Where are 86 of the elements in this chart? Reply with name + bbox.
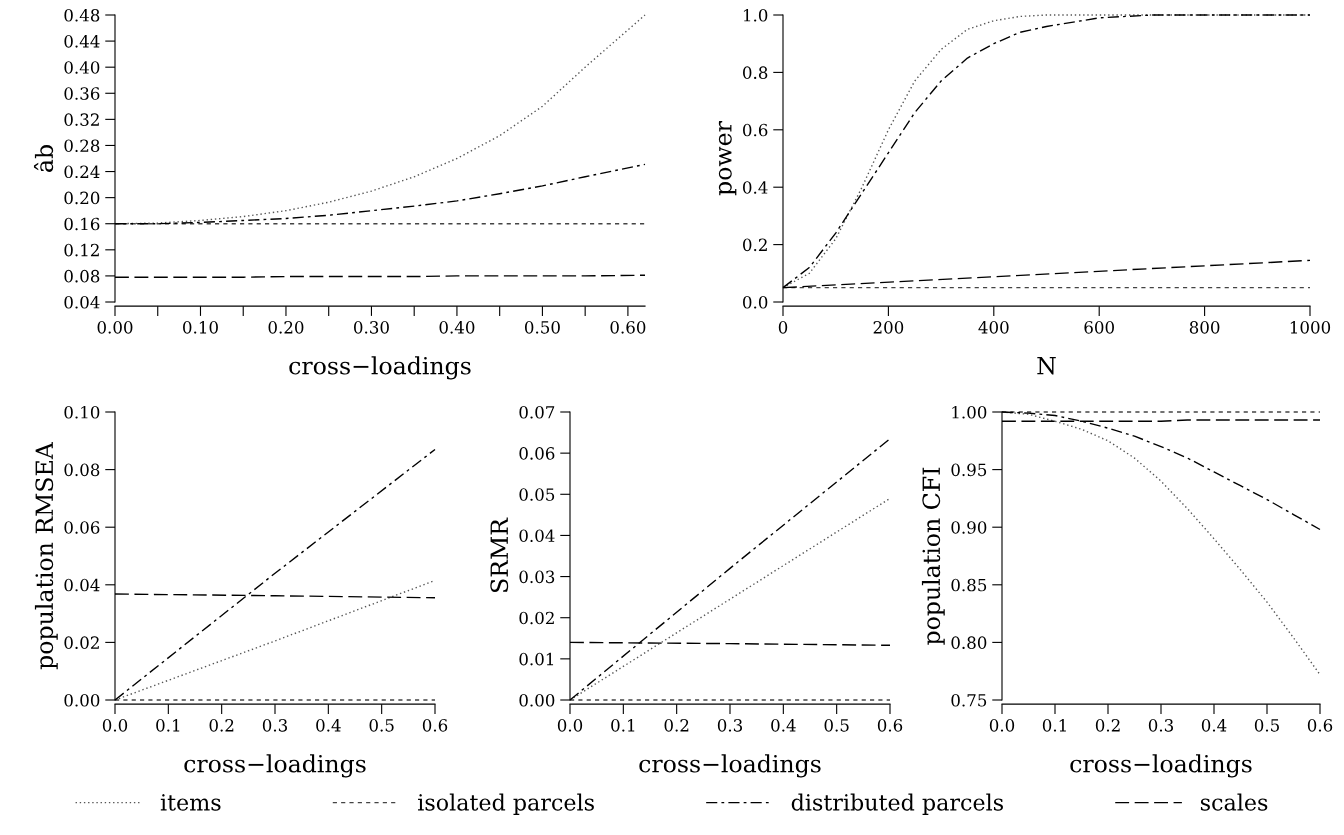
x-tick-label: 0.3 [262, 719, 288, 732]
y-tick-label: 0.90 [951, 521, 987, 534]
x-tick-label: 0 [778, 321, 788, 334]
x-tick-label: 0.0 [102, 719, 128, 732]
x-tick-label: 0.2 [664, 719, 689, 732]
x-tick-label: 0.60 [610, 321, 646, 334]
x-tick-label: 0.5 [1254, 719, 1279, 732]
x-tick-label: 0.5 [369, 719, 394, 732]
x-tick-label: 0.4 [316, 719, 341, 732]
legend-label: scales [1200, 793, 1268, 811]
x-tick-label: 0.0 [557, 719, 583, 732]
y-tick-label: 0.10 [64, 405, 100, 419]
legend-label: distributed parcels [791, 793, 1003, 815]
y-tick-label: 0.00 [519, 693, 555, 707]
y-tick-label: 0.02 [64, 636, 99, 649]
y-tick-label: 1.00 [952, 405, 987, 419]
x-tick-label: 0.3 [1148, 719, 1174, 732]
x-tick-label: 0.20 [268, 321, 304, 334]
x-tick-label: 0.1 [156, 719, 180, 732]
y-tick-label: 0.04 [519, 529, 555, 542]
x-axis-title: cross−loadings [639, 754, 821, 778]
y-tick-label: 0.28 [64, 139, 100, 153]
y-tick-label: 0.16 [64, 217, 100, 231]
y-tick-label: 0.0 [743, 295, 768, 309]
y-tick-label: 0.75 [951, 693, 987, 707]
y-tick-label: 0.24 [64, 165, 100, 179]
y-tick-label: 0.02 [519, 611, 554, 625]
x-tick-label: 0.2 [209, 719, 234, 732]
x-tick-label: 600 [1084, 321, 1114, 334]
y-tick-label: 0.80 [951, 636, 987, 649]
y-tick-label: 0.4 [743, 181, 768, 194]
x-tick-label: 0.6 [877, 719, 903, 732]
y-tick-label: 0.44 [64, 35, 100, 48]
legend-label: isolated parcels [418, 793, 594, 815]
y-tick-label: 0.07 [519, 405, 555, 419]
x-tick-label: 0.5 [824, 719, 849, 732]
x-axis-title: N [1037, 357, 1056, 375]
x-tick-label: 0.6 [422, 719, 448, 732]
x-axis-title: cross−loadings [1070, 754, 1252, 778]
x-tick-label: 0.4 [771, 719, 796, 732]
y-tick-label: 0.32 [64, 113, 99, 126]
y-tick-label: 0.05 [519, 488, 555, 501]
x-tick-label: 0.3 [717, 719, 743, 732]
x-tick-label: 1000 [1290, 321, 1331, 334]
y-tick-label: 0.06 [64, 521, 100, 534]
x-tick-label: 0.10 [183, 321, 218, 334]
x-tick-label: 0.30 [354, 321, 389, 334]
y-tick-label: 0.20 [64, 191, 100, 205]
y-tick-label: 0.48 [64, 8, 100, 22]
y-tick-label: 0.12 [64, 243, 99, 257]
y-tick-label: 0.03 [519, 570, 555, 584]
y-tick-label: 0.00 [64, 693, 100, 707]
legend-label: items [160, 794, 221, 811]
x-axis-title: cross−loadings [184, 754, 366, 778]
x-tick-label: 0.2 [1095, 719, 1120, 732]
y-tick-label: 0.04 [64, 295, 100, 309]
y-tick-label: 0.06 [519, 447, 555, 460]
y-tick-label: 1.0 [743, 8, 768, 22]
y-tick-label: 0.85 [951, 578, 987, 592]
y-tick-label: 0.36 [64, 87, 100, 100]
y-tick-label: 0.01 [519, 652, 554, 666]
y-tick-label: 0.08 [64, 463, 100, 477]
y-axis-title: âb [33, 145, 54, 172]
x-axis-title: cross−loadings [289, 356, 471, 380]
x-tick-label: 0.1 [611, 719, 635, 732]
x-tick-label: 0.1 [1042, 719, 1066, 732]
y-tick-label: 0.08 [64, 269, 100, 283]
x-tick-label: 0.0 [989, 719, 1015, 732]
y-axis-title: population RMSEA [34, 441, 58, 670]
y-axis-title: population CFI [921, 467, 945, 645]
y-tick-label: 0.6 [743, 123, 768, 137]
y-axis-title: power [718, 121, 737, 196]
y-tick-label: 0.8 [743, 66, 768, 79]
x-tick-label: 400 [978, 321, 1009, 334]
y-axis-title: SRMR [490, 517, 509, 592]
x-tick-label: 0.00 [97, 321, 133, 334]
x-tick-label: 0.6 [1307, 719, 1333, 732]
x-tick-label: 800 [1189, 321, 1220, 334]
y-tick-label: 0.95 [951, 463, 987, 477]
y-tick-label: 0.40 [64, 61, 100, 74]
x-tick-label: 0.4 [1201, 719, 1227, 732]
y-tick-label: 0.2 [743, 238, 767, 252]
x-tick-label: 0.40 [439, 321, 475, 334]
y-tick-label: 0.04 [64, 578, 100, 592]
x-tick-label: 0.50 [524, 321, 560, 334]
x-tick-label: 200 [873, 321, 904, 334]
